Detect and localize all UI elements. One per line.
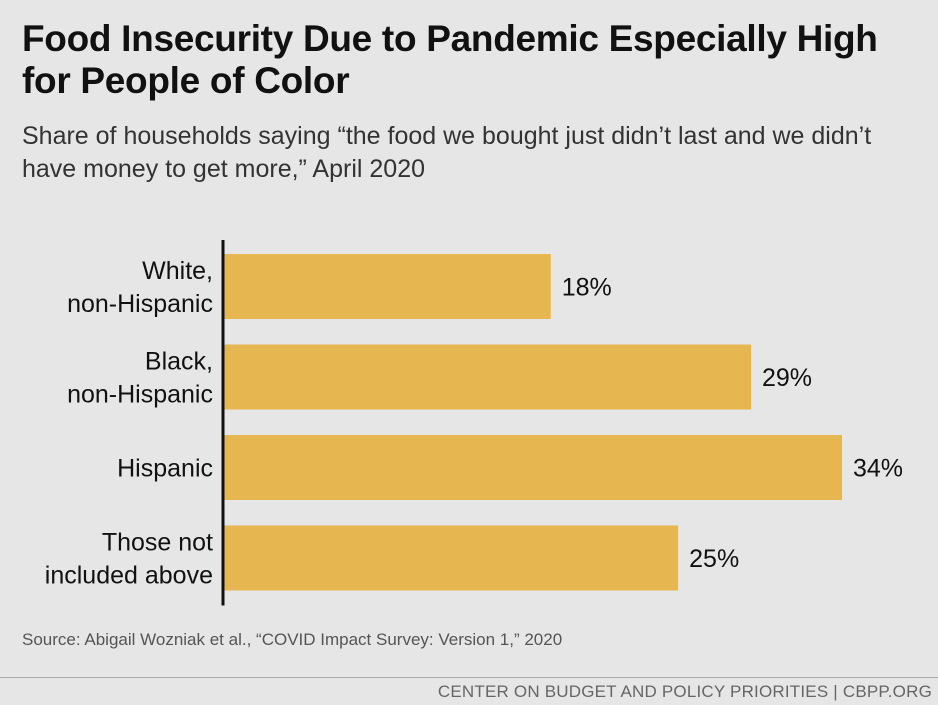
bar-0 [223,254,551,319]
footer-credit: CENTER ON BUDGET AND POLICY PRIORITIES |… [437,682,932,701]
category-label-0-0: White, [142,257,213,285]
category-label-3-0: Those not [102,529,213,557]
value-label-2: 34% [853,455,903,483]
chart-title: Food Insecurity Due to Pandemic Especial… [22,18,878,101]
category-label-3-1: included above [45,562,213,590]
category-label-1-1: non-Hispanic [67,381,213,409]
source-note: Source: Abigail Wozniak et al., “COVID I… [22,630,563,649]
footer-divider [0,677,938,678]
bar-2 [223,435,842,500]
bar-1 [223,344,751,410]
value-label-1: 29% [762,364,812,392]
category-label-1-0: Black, [145,348,213,376]
value-label-0: 18% [562,274,612,302]
bar-chart: 18% White, non-Hispanic 29% Black, non-Hispan… [45,240,903,606]
bar-3 [223,525,679,591]
category-label-0-1: non-Hispanic [67,290,213,318]
category-label-2-0: Hispanic [117,455,213,483]
value-label-3: 25% [689,545,739,573]
chart-subtitle: Share of households saying “the food we … [22,122,872,183]
